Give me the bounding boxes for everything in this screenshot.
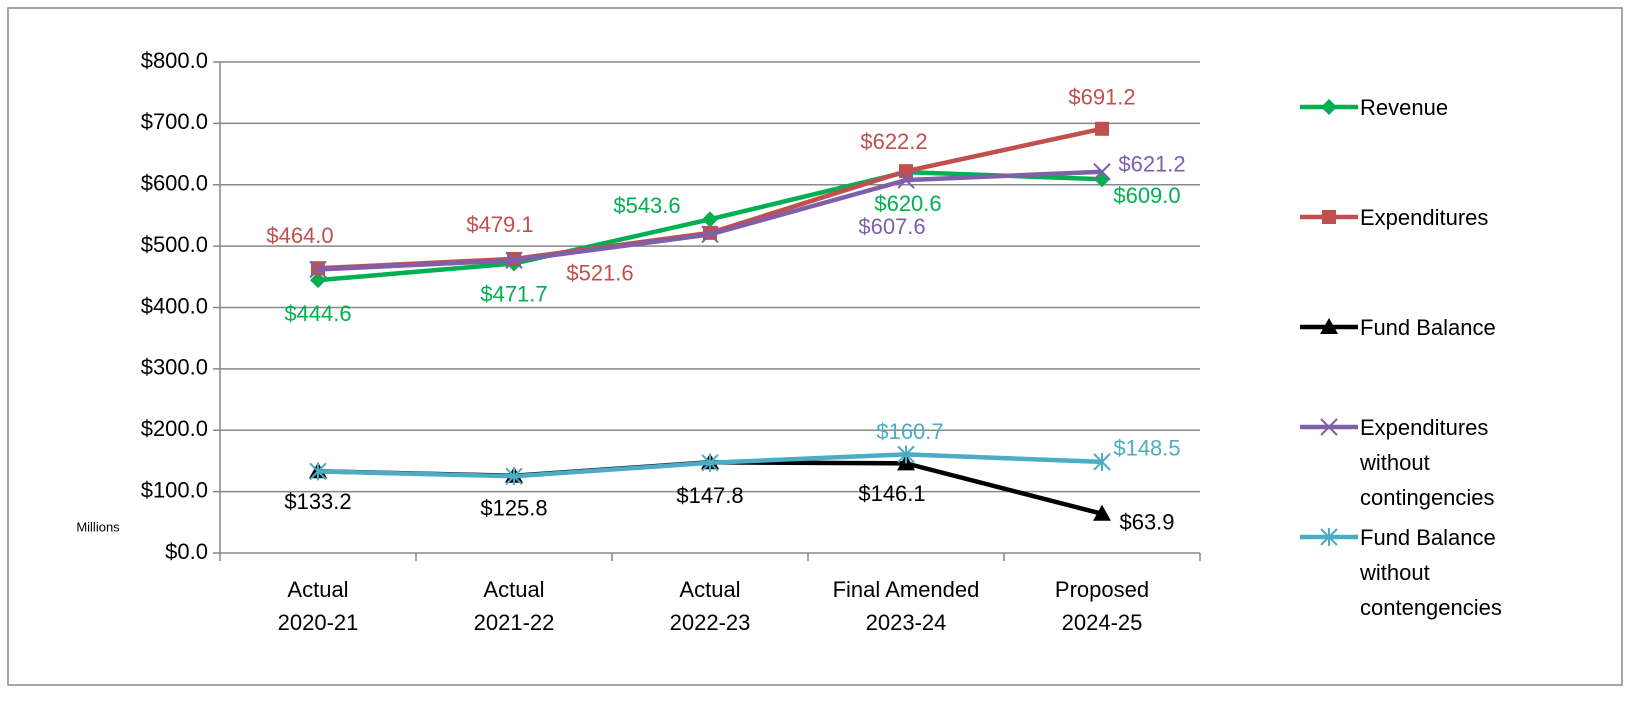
data-label: $691.2 [1068, 85, 1135, 110]
x-tick-label: Final Amended [833, 577, 980, 602]
data-point [1093, 163, 1111, 181]
y-tick-label: $800.0 [141, 48, 208, 73]
data-label: $622.2 [860, 129, 927, 154]
data-point [897, 445, 915, 464]
y-tick-label: $700.0 [141, 109, 208, 134]
data-label: $471.7 [480, 281, 547, 306]
data-label: $543.6 [613, 193, 680, 218]
legend-label: Revenue [1360, 95, 1449, 120]
data-point [505, 251, 523, 269]
data-point [897, 171, 915, 189]
legend-marker [1320, 528, 1338, 546]
legend-label: Expenditures without contingencies [1360, 415, 1495, 510]
y-tick-label: $300.0 [141, 355, 208, 380]
data-point [1095, 121, 1109, 136]
x-tick-label: 2024-25 [1062, 610, 1143, 635]
legend-marker [1322, 210, 1336, 224]
data-label: $521.6 [566, 261, 633, 286]
data-label: $133.2 [284, 489, 351, 514]
legend-swatch [1300, 99, 1358, 115]
legend-swatch [1300, 418, 1358, 436]
legend-swatch [1300, 528, 1358, 546]
legend-swatch [1300, 318, 1358, 334]
data-point [701, 225, 719, 244]
legend-item: Fund Balance without contengencies [1300, 520, 1530, 625]
y-axis-label: Millions [76, 519, 120, 534]
data-label: $444.6 [284, 301, 351, 326]
legend-marker [1320, 418, 1338, 436]
y-tick-label: $200.0 [141, 416, 208, 441]
data-label: $479.1 [466, 212, 533, 237]
legend-label: Expenditures [1360, 205, 1489, 230]
data-label: $464.0 [266, 223, 333, 248]
data-point [505, 467, 523, 486]
legend-item: Expenditures [1300, 200, 1530, 235]
y-tick-label: $600.0 [141, 171, 208, 196]
data-point [1093, 452, 1111, 471]
data-label: $607.6 [858, 214, 925, 239]
legend-item: Expenditures without contingencies [1300, 410, 1530, 515]
chart-border [7, 7, 1623, 686]
data-label: $621.2 [1118, 152, 1185, 177]
data-point [309, 260, 327, 279]
x-tick-label: 2020-21 [278, 610, 359, 635]
data-point [702, 211, 718, 228]
x-tick-label: Actual [483, 577, 544, 602]
data-label: $160.7 [876, 419, 943, 444]
data-label: $148.5 [1113, 436, 1180, 461]
y-tick-label: $100.0 [141, 477, 208, 502]
data-point [1093, 504, 1111, 521]
x-tick-label: Actual [679, 577, 740, 602]
legend-swatch [1300, 210, 1358, 224]
data-label: $609.0 [1113, 183, 1180, 208]
legend-label: Fund Balance [1360, 315, 1496, 340]
x-tick-label: Proposed [1055, 577, 1149, 602]
legend-item: Fund Balance [1300, 310, 1530, 345]
x-tick-label: Actual [287, 577, 348, 602]
x-tick-label: 2022-23 [670, 610, 751, 635]
legend-label: Fund Balance without contengencies [1360, 525, 1502, 620]
legend-item: Revenue [1300, 90, 1530, 125]
data-point [309, 462, 327, 481]
data-point [310, 272, 326, 289]
data-label: $147.8 [676, 483, 743, 508]
data-label: $146.1 [858, 481, 925, 506]
legend-marker [1321, 99, 1337, 115]
data-point [899, 164, 913, 179]
data-label: $63.9 [1119, 510, 1174, 535]
y-tick-label: $400.0 [141, 293, 208, 318]
y-tick-label: $500.0 [141, 232, 208, 257]
x-tick-label: 2021-22 [474, 610, 555, 635]
x-tick-label: 2023-24 [866, 610, 947, 635]
legend-marker [1320, 318, 1338, 334]
data-point [701, 453, 719, 472]
y-tick-label: $0.0 [165, 539, 208, 564]
data-label: $125.8 [480, 496, 547, 521]
data-label: $620.6 [874, 191, 941, 216]
